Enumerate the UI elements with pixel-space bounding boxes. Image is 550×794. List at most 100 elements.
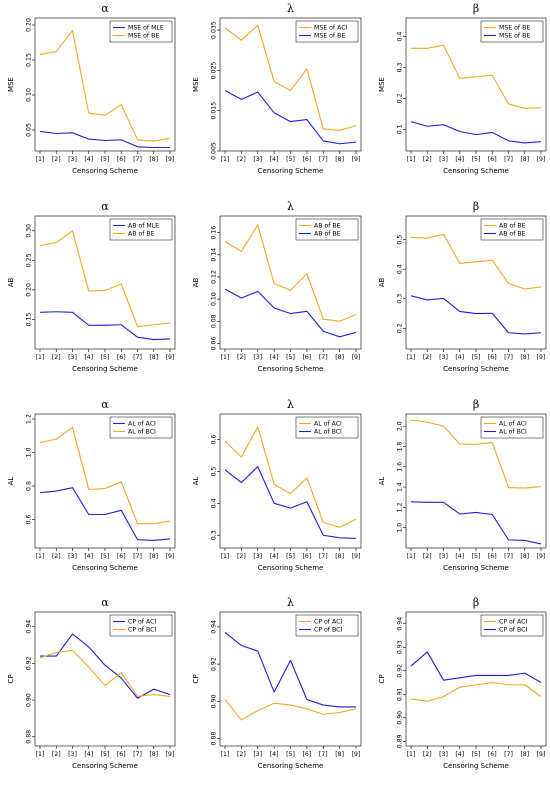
x-tick-label: [4] bbox=[455, 156, 464, 163]
y-axis-label: MSE bbox=[378, 77, 386, 92]
x-tick-label: [6] bbox=[488, 354, 497, 361]
x-tick-label: [2] bbox=[237, 354, 246, 361]
chart-title: α bbox=[101, 200, 109, 213]
y-tick-label: 0.12 bbox=[211, 270, 218, 284]
x-tick-label: [6] bbox=[488, 156, 497, 163]
legend-entry: MSE of BE bbox=[314, 33, 345, 40]
x-tick-label: [9] bbox=[352, 156, 361, 163]
legend-box bbox=[109, 20, 173, 43]
x-tick-label: [5] bbox=[101, 354, 110, 361]
x-tick-label: [7] bbox=[133, 553, 142, 560]
x-tick-label: [8] bbox=[149, 156, 158, 163]
x-tick-label: [5] bbox=[472, 156, 481, 163]
series-line-1 bbox=[224, 426, 357, 528]
x-tick-label: [8] bbox=[335, 553, 344, 560]
y-axis-label: CP bbox=[192, 674, 200, 683]
series-line-1 bbox=[224, 24, 357, 131]
x-tick-label: [8] bbox=[149, 354, 158, 361]
legend-box bbox=[295, 614, 359, 637]
series-line-2 bbox=[39, 30, 171, 142]
legend-entry: AB of MLE bbox=[128, 223, 159, 230]
chart-title: λ bbox=[287, 200, 294, 213]
x-tick-label: [9] bbox=[166, 553, 175, 560]
series-line-1 bbox=[224, 224, 357, 322]
x-tick-label: [4] bbox=[270, 751, 279, 758]
legend-box bbox=[480, 614, 544, 637]
y-tick-label: 0.15 bbox=[26, 53, 33, 67]
x-tick-label: [9] bbox=[166, 156, 175, 163]
chart-title: β bbox=[473, 2, 479, 15]
chart-panel-5: λ [1] [2] [3] [4] [5] [6] [7] [8] [9] 0.06 0.08 0.10… bbox=[192, 200, 362, 373]
series-line-1 bbox=[40, 633, 171, 699]
x-tick-label: [9] bbox=[537, 354, 546, 361]
y-tick-label: 0.90 bbox=[26, 693, 33, 707]
x-tick-label: [4] bbox=[270, 354, 279, 361]
x-axis-label: Censoring Scheme bbox=[258, 365, 324, 373]
x-tick-label: [5] bbox=[286, 156, 295, 163]
legend-box bbox=[295, 218, 359, 241]
chart-panel-12: β [1] [2] [3] [4] [5] [6] [7] [8] [9] 0.89 0.90 0.91… bbox=[378, 596, 547, 770]
y-tick-label: 0.88 bbox=[26, 730, 33, 744]
chart-title: λ bbox=[287, 398, 294, 411]
x-tick-label: [3] bbox=[68, 553, 77, 560]
chart-panel-4: α [1] [2] [3] [4] [5] [6] [7] [8] [9] 0.15 0.20 0.25… bbox=[7, 200, 176, 373]
y-axis-label: AL bbox=[192, 477, 200, 486]
x-tick-label: [6] bbox=[117, 156, 126, 163]
x-tick-label: [7] bbox=[504, 751, 513, 758]
series-line-2 bbox=[410, 295, 542, 335]
legend-entry: MSE of BE bbox=[128, 33, 159, 40]
y-tick-label: 0.2 bbox=[397, 323, 404, 333]
x-tick-label: [8] bbox=[520, 156, 529, 163]
y-tick-label: 0.94 bbox=[211, 620, 218, 634]
x-tick-label: [9] bbox=[537, 553, 546, 560]
x-axis-label: Censoring Scheme bbox=[443, 365, 509, 373]
legend-box bbox=[480, 20, 544, 43]
x-tick-label: [5] bbox=[286, 553, 295, 560]
y-axis-label: MSE bbox=[7, 77, 15, 92]
x-axis-label: Censoring Scheme bbox=[443, 564, 509, 572]
x-tick-label: [7] bbox=[504, 354, 513, 361]
x-axis-label: Censoring Scheme bbox=[443, 167, 509, 175]
y-tick-label: 0.91 bbox=[397, 687, 404, 701]
series-line-1 bbox=[410, 233, 542, 290]
y-tick-label: 0.10 bbox=[26, 88, 33, 102]
x-tick-label: [6] bbox=[117, 553, 126, 560]
y-tick-label: 0.6 bbox=[26, 515, 33, 525]
y-tick-label: 0.3 bbox=[397, 294, 404, 304]
x-tick-label: [1] bbox=[36, 354, 45, 361]
x-tick-label: [3] bbox=[439, 354, 448, 361]
x-tick-label: [2] bbox=[423, 354, 432, 361]
x-tick-label: [4] bbox=[84, 751, 93, 758]
series-line-2 bbox=[410, 121, 542, 144]
x-tick-label: [1] bbox=[407, 751, 416, 758]
x-axis-label: Censoring Scheme bbox=[258, 564, 324, 572]
series-line-2 bbox=[410, 651, 542, 684]
series-line-2 bbox=[39, 426, 171, 525]
chart-panel-11: λ [1] [2] [3] [4] [5] [6] [7] [8] [9] 0.88 0.90 0.92… bbox=[192, 596, 362, 770]
legend-box bbox=[109, 416, 173, 439]
x-tick-label: [3] bbox=[439, 156, 448, 163]
x-tick-label: [6] bbox=[302, 156, 311, 163]
x-tick-label: [1] bbox=[36, 751, 45, 758]
x-tick-label: [5] bbox=[286, 354, 295, 361]
legend-box bbox=[295, 20, 359, 43]
y-tick-label: 0.1 bbox=[397, 124, 404, 134]
y-tick-label: 0.035 bbox=[211, 21, 218, 39]
legend-entry: CP of BCI bbox=[499, 627, 527, 634]
y-tick-label: 0.94 bbox=[397, 617, 404, 631]
x-tick-label: [7] bbox=[133, 751, 142, 758]
x-tick-label: [9] bbox=[352, 553, 361, 560]
x-tick-label: [7] bbox=[319, 751, 328, 758]
y-tick-label: 0.94 bbox=[26, 620, 33, 634]
x-tick-label: [6] bbox=[117, 354, 126, 361]
series-line-1 bbox=[410, 419, 542, 489]
chart-panel-1: α [1] [2] [3] [4] [5] [6] [7] [8] [9] 0.05 0.10 0.15… bbox=[7, 2, 176, 175]
x-tick-label: [3] bbox=[253, 553, 262, 560]
x-tick-label: [4] bbox=[455, 553, 464, 560]
chart-title: β bbox=[473, 200, 479, 213]
x-tick-label: [8] bbox=[520, 751, 529, 758]
x-tick-label: [4] bbox=[455, 751, 464, 758]
x-axis-label: Censoring Scheme bbox=[258, 762, 324, 770]
series-line-2 bbox=[224, 466, 357, 539]
